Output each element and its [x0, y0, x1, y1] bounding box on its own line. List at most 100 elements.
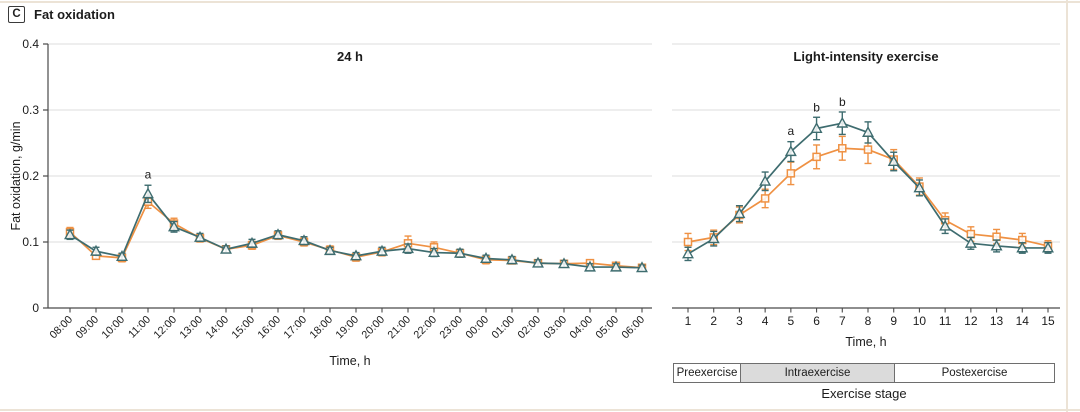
- significance-annotation: a: [145, 168, 152, 182]
- x-tick-label: 03:00: [542, 314, 570, 342]
- data-point-marker-triangle: [913, 181, 926, 193]
- data-point-marker-triangle: [376, 244, 388, 256]
- x-tick-label: 22:00: [412, 314, 440, 342]
- y-tick-label: 0.3: [22, 103, 39, 117]
- y-axis-label: Fat oxidation, g/min: [9, 121, 23, 231]
- data-point-marker-square: [863, 145, 873, 154]
- x-tick-label: 08:00: [48, 314, 76, 342]
- data-point-marker-square: [760, 194, 770, 203]
- x-tick-label: 11: [939, 314, 952, 328]
- data-point-marker-triangle: [272, 228, 284, 240]
- chart-title-24h: 24 h: [336, 49, 363, 64]
- data-point-marker-triangle: [810, 122, 823, 133]
- x-tick-label: 01:00: [490, 314, 518, 342]
- x-tick-label: 17:00: [282, 314, 310, 342]
- data-point-marker-triangle: [324, 244, 336, 256]
- data-point-marker-triangle: [428, 246, 440, 258]
- data-point-marker-triangle: [636, 261, 648, 273]
- series-teal-triangle-series: [682, 111, 1054, 262]
- x-tick-label: 23:00: [438, 314, 466, 342]
- data-point-marker-triangle: [862, 125, 874, 137]
- data-point-marker-triangle: [584, 260, 596, 272]
- y-tick-label: 0: [32, 301, 39, 315]
- data-point-marker-triangle: [964, 236, 977, 248]
- data-point-marker-triangle: [990, 239, 1003, 251]
- x-tick-label: 16:00: [256, 314, 284, 342]
- x-tick-label: 20:00: [360, 314, 388, 342]
- data-point-marker-triangle: [64, 228, 76, 240]
- x-tick-label: 1: [685, 314, 692, 328]
- data-point-marker-triangle: [194, 230, 206, 242]
- exercise-stage-bar: Preexercise Intraexercise Postexercise: [673, 363, 1055, 383]
- x-tick-label: 12: [964, 314, 978, 328]
- data-point-marker-square: [683, 237, 693, 247]
- x-tick-label: 6: [813, 314, 820, 328]
- data-point-marker-triangle: [707, 232, 720, 244]
- data-point-marker-triangle: [939, 219, 952, 231]
- series-teal-triangle-series: [64, 184, 648, 273]
- x-tick-label: 4: [762, 314, 769, 328]
- significance-annotation: a: [788, 124, 795, 138]
- x-tick-label: 11:00: [126, 314, 153, 341]
- data-point-marker-triangle: [298, 234, 310, 246]
- x-tick-label: 05:00: [594, 314, 622, 342]
- data-point-marker-triangle: [142, 187, 154, 199]
- x-tick-label: 02:00: [516, 314, 544, 342]
- data-point-marker-triangle: [1042, 241, 1054, 253]
- data-point-marker-square: [966, 229, 976, 239]
- data-point-marker-triangle: [480, 252, 492, 263]
- y-tick-label: 0.1: [22, 235, 39, 249]
- x-tick-label: 15: [1041, 314, 1055, 328]
- data-point-marker-triangle: [350, 249, 362, 261]
- exercise-stage-caption: Exercise stage: [821, 386, 907, 401]
- data-point-marker-triangle: [1016, 241, 1029, 253]
- stage-segment-postexercise: Postexercise: [895, 364, 1054, 382]
- x-tick-label: 13:00: [178, 314, 206, 342]
- data-point-marker-triangle: [90, 244, 102, 256]
- x-tick-label: 10:00: [100, 314, 128, 342]
- page-border-top: [0, 1, 1080, 3]
- x-axis-label-right: Time, h: [845, 335, 887, 349]
- data-point-marker-triangle: [610, 260, 622, 272]
- page-border-bottom: [0, 409, 1080, 411]
- x-tick-label: 9: [890, 314, 897, 328]
- data-point-marker-triangle: [784, 145, 797, 157]
- data-point-marker-square: [992, 232, 1001, 241]
- data-point-marker-triangle: [402, 242, 414, 254]
- y-tick-label: 0.4: [22, 37, 39, 51]
- x-tick-label: 7: [839, 314, 846, 328]
- data-point-marker-triangle: [246, 236, 258, 248]
- data-point-marker-triangle: [220, 242, 232, 254]
- x-axis-label-left: Time, h: [329, 354, 371, 368]
- significance-annotation: b: [839, 95, 846, 109]
- panel-letter-badge: C: [8, 6, 25, 23]
- data-point-marker-triangle: [682, 247, 694, 259]
- y-tick-label: 0.2: [22, 169, 39, 183]
- page-border-right: [1066, 0, 1068, 412]
- data-point-marker-triangle: [454, 246, 466, 258]
- x-tick-label: 8: [865, 314, 872, 328]
- data-point-marker-triangle: [506, 253, 518, 265]
- panel-title: Fat oxidation: [34, 7, 115, 22]
- x-tick-label: 2: [710, 314, 717, 328]
- x-tick-label: 21:00: [386, 314, 414, 342]
- x-tick-label: 06:00: [620, 314, 648, 342]
- data-point-marker-square: [786, 169, 796, 178]
- chart-0: 0 0.1 0.2 0.3 0.4 08:0009:0010:0011:0012:0013…: [22, 37, 652, 341]
- x-tick-label: 14:00: [204, 314, 232, 342]
- stage-segment-preexercise: Preexercise: [674, 364, 741, 382]
- x-tick-label: 19:00: [334, 314, 362, 342]
- x-tick-label: 5: [788, 314, 795, 328]
- data-point-marker-triangle: [558, 257, 570, 269]
- data-point-marker-triangle: [836, 116, 849, 128]
- data-point-marker-square: [838, 144, 847, 153]
- data-point-marker-triangle: [116, 250, 128, 262]
- x-tick-label: 12:00: [152, 314, 180, 342]
- x-tick-label: 04:00: [568, 314, 596, 342]
- significance-annotation: b: [813, 100, 820, 114]
- panel-header: C Fat oxidation: [8, 6, 115, 23]
- x-tick-label: 09:00: [74, 314, 102, 342]
